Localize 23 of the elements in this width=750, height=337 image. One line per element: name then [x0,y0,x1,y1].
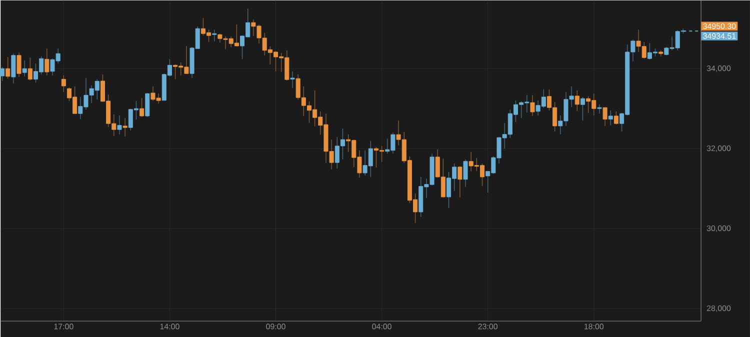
candlestick [28,57,32,81]
candlestick [597,104,602,114]
candlestick [602,107,608,126]
candlestick [574,90,580,112]
candlestick [530,94,535,116]
candlestick [16,52,22,78]
candlestick [145,92,150,118]
candlestick [212,29,217,42]
candlestick [117,114,122,135]
candlestick [458,166,462,198]
candlestick [44,48,50,76]
candlestick [463,158,468,188]
candlestick [580,96,585,121]
candlestick [608,110,613,126]
candlestick [140,98,144,118]
candlestick [6,56,10,79]
candlestick [61,74,66,92]
candlestick [122,118,128,137]
candlestick [0,66,5,82]
candlestick [22,60,27,77]
candlestick [11,53,16,84]
candlestick [290,70,295,88]
candlestick [614,110,618,125]
